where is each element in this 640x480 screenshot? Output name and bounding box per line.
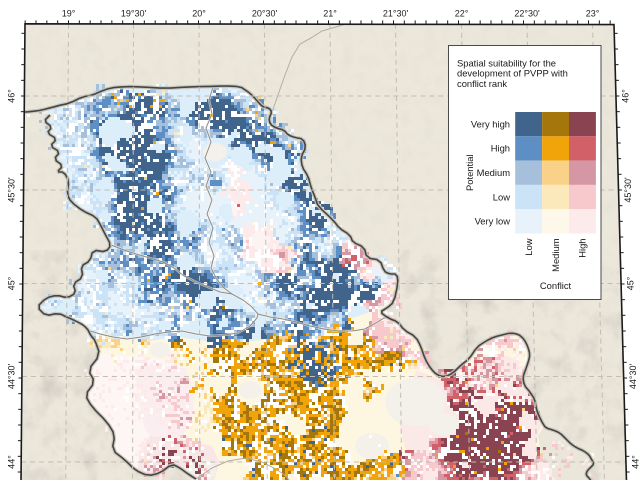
svg-text:44°: 44°	[631, 455, 640, 469]
svg-text:Very high: Very high	[471, 118, 510, 129]
svg-text:44°30': 44°30'	[7, 364, 17, 390]
svg-text:23°: 23°	[586, 9, 600, 19]
svg-text:22°: 22°	[455, 9, 469, 19]
svg-text:Spatial suitability for the: Spatial suitability for the	[457, 58, 556, 69]
svg-text:44°: 44°	[7, 455, 17, 469]
svg-text:Potential: Potential	[464, 155, 475, 191]
svg-text:45°: 45°	[7, 276, 17, 290]
svg-text:20°: 20°	[192, 9, 206, 19]
svg-text:46°: 46°	[620, 89, 630, 103]
svg-text:19°30': 19°30'	[121, 9, 147, 19]
svg-text:44°30': 44°30'	[628, 364, 638, 390]
svg-text:20°30': 20°30'	[252, 9, 278, 19]
svg-text:High: High	[577, 239, 588, 258]
svg-text:45°30': 45°30'	[7, 177, 17, 203]
svg-text:Low: Low	[493, 191, 510, 202]
svg-text:21°30': 21°30'	[383, 9, 409, 19]
svg-text:19°: 19°	[62, 9, 76, 19]
svg-text:22°30': 22°30'	[514, 9, 540, 19]
svg-text:High: High	[491, 143, 510, 154]
svg-text:Medium: Medium	[477, 167, 511, 178]
svg-text:Low: Low	[523, 238, 534, 255]
svg-text:46°: 46°	[7, 89, 17, 103]
svg-text:45°30': 45°30'	[623, 177, 633, 203]
svg-text:Very low: Very low	[475, 216, 511, 227]
svg-text:Conflict: Conflict	[540, 280, 572, 291]
svg-text:development of PVPP with: development of PVPP with	[457, 68, 568, 79]
svg-text:Medium: Medium	[550, 238, 561, 272]
svg-text:45°: 45°	[626, 276, 636, 290]
svg-text:conflict rank: conflict rank	[457, 78, 507, 89]
svg-text:21°: 21°	[323, 9, 337, 19]
